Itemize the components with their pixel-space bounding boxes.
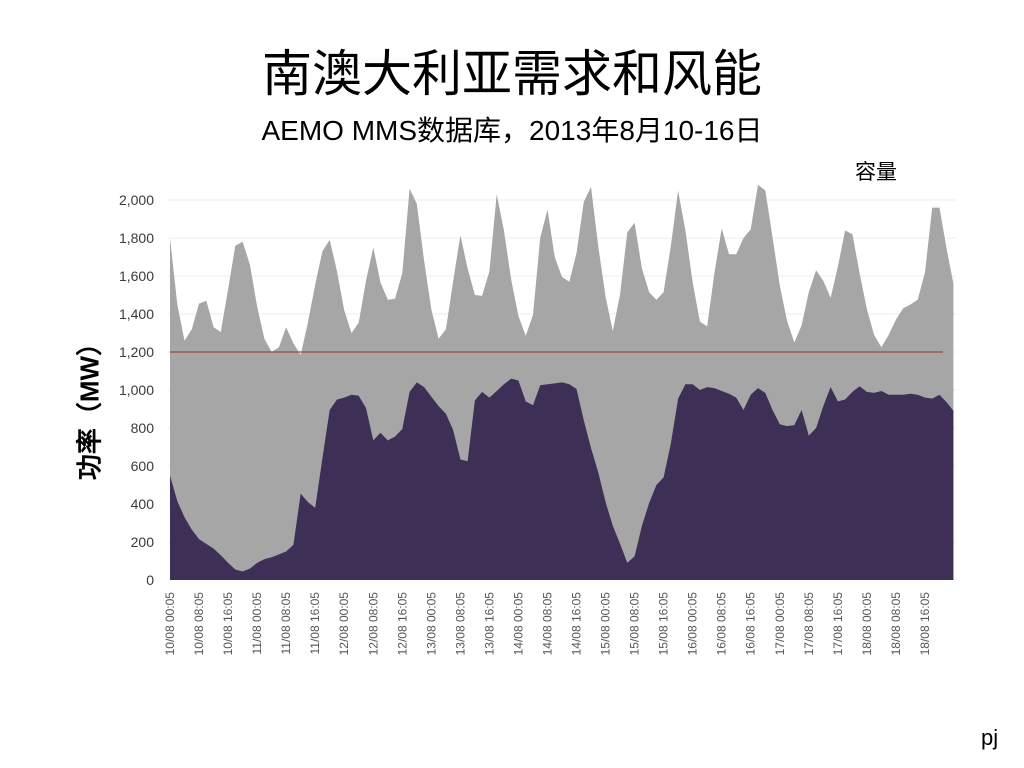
x-tick-label: 16/08 16:05 (744, 592, 758, 656)
chart-title: 南澳大利亚需求和风能 (262, 45, 762, 103)
y-axis-ticks: 0 200 400 600 800 1,000 1,200 1,400 1,600 1,800 2,… (119, 192, 154, 588)
x-tick-label: 18/08 00:05 (860, 592, 874, 656)
x-tick-label: 11/08 00:05 (250, 592, 264, 655)
x-tick-label: 16/08 00:05 (686, 592, 700, 656)
x-tick-label: 10/08 08:05 (192, 592, 206, 656)
x-tick-label: 13/08 08:05 (453, 592, 467, 656)
x-tick-label: 13/08 00:05 (424, 592, 438, 656)
y-axis-label: 功率（MW） (74, 329, 105, 481)
x-tick-label: 15/08 00:05 (599, 592, 613, 656)
y-tick-label: 1,800 (119, 230, 154, 246)
y-tick-label: 200 (131, 534, 155, 550)
x-tick-label: 11/08 08:05 (279, 592, 293, 655)
slide-footer: pj (981, 725, 999, 750)
y-tick-label: 600 (131, 458, 155, 474)
x-tick-label: 15/08 08:05 (628, 592, 642, 656)
y-tick-label: 1,200 (119, 344, 154, 360)
x-tick-label: 10/08 00:05 (163, 592, 177, 656)
x-tick-label: 14/08 08:05 (541, 592, 555, 656)
y-tick-label: 1,600 (119, 268, 154, 284)
x-tick-label: 17/08 08:05 (802, 592, 816, 656)
y-tick-label: 0 (146, 572, 154, 588)
x-tick-label: 17/08 16:05 (831, 592, 845, 656)
x-tick-label: 18/08 16:05 (918, 592, 932, 656)
x-tick-label: 15/08 16:05 (657, 592, 671, 656)
y-tick-label: 800 (131, 420, 155, 436)
chart-subtitle: AEMO MMS数据库，2013年8月10-16日 (261, 115, 763, 146)
x-tick-label: 12/08 16:05 (395, 592, 409, 656)
x-tick-label: 14/08 00:05 (511, 592, 525, 656)
x-tick-label: 11/08 16:05 (308, 592, 322, 655)
x-tick-label: 10/08 16:05 (221, 592, 235, 656)
y-tick-label: 1,000 (119, 382, 154, 398)
capacity-label: 容量 (855, 161, 897, 184)
y-tick-label: 1,400 (119, 306, 154, 322)
x-tick-label: 17/08 00:05 (773, 592, 787, 656)
y-tick-label: 2,000 (119, 192, 154, 208)
x-axis-ticks: 10/08 00:05 10/08 08:05 10/08 16:05 11/08 0… (163, 592, 932, 656)
x-tick-label: 14/08 16:05 (570, 592, 584, 656)
x-tick-label: 12/08 00:05 (337, 592, 351, 656)
x-tick-label: 16/08 08:05 (715, 592, 729, 656)
x-tick-label: 18/08 08:05 (889, 592, 903, 656)
y-tick-label: 400 (131, 496, 155, 512)
x-tick-label: 13/08 16:05 (482, 592, 496, 656)
x-tick-label: 12/08 08:05 (366, 592, 380, 656)
wind-area (170, 378, 954, 580)
